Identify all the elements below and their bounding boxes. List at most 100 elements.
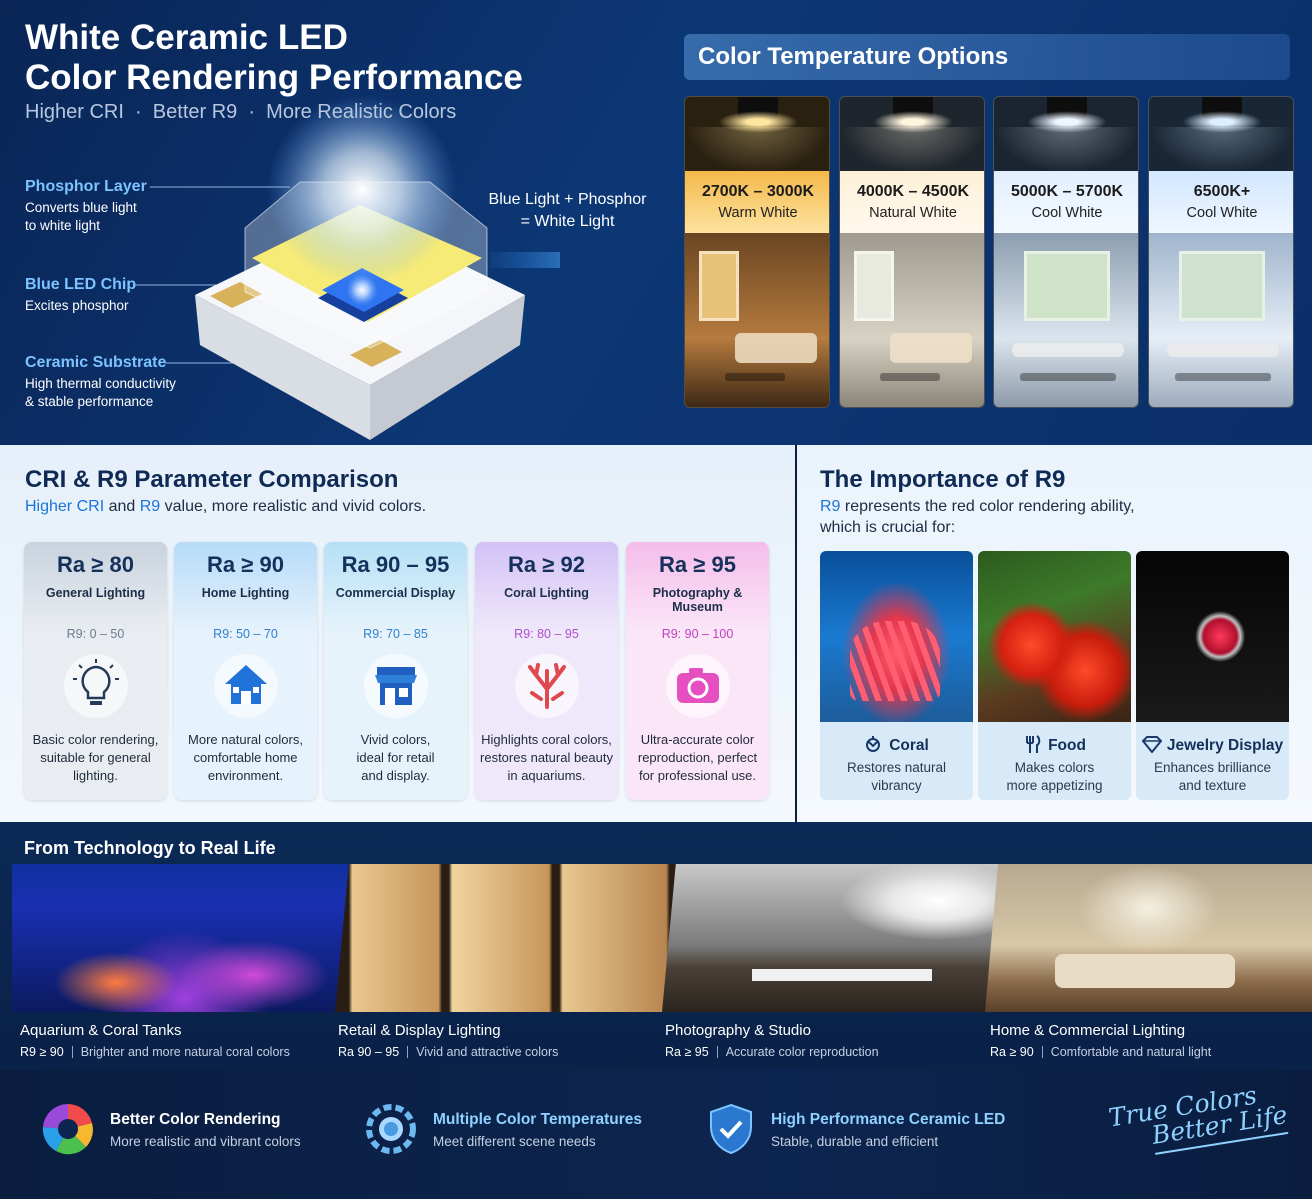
subtitle-part: and	[104, 498, 140, 515]
lamp-light	[1182, 111, 1262, 133]
ra-value: Ra 90 – 95	[341, 552, 450, 577]
icon-shape	[528, 663, 566, 709]
subtitle-part: R9	[820, 498, 841, 515]
furniture	[1167, 343, 1279, 357]
icon-shape	[241, 691, 251, 704]
arrow-text: = White Light	[520, 213, 615, 230]
r9-caption: Food Makes colors more appetizing	[978, 722, 1131, 800]
application-name: Photography & Studio	[665, 1022, 811, 1039]
application-spec: Ra 90 – 95	[338, 1045, 400, 1059]
description: suitable for general	[40, 750, 151, 765]
r9-name-row: Jewelry Display	[1136, 735, 1289, 758]
icon-shape	[42, 1103, 93, 1155]
room-scene	[1149, 233, 1293, 407]
title-line: White Ceramic LED	[25, 18, 348, 57]
feature-title: Multiple Color Temperatures	[433, 1111, 642, 1128]
application-text: Comfortable and natural light	[1050, 1045, 1212, 1059]
window	[699, 251, 739, 321]
r9-text: Makes colors	[1014, 760, 1095, 775]
r9-text: Enhances brilliance	[1153, 760, 1272, 775]
pad	[210, 282, 262, 308]
separator	[1041, 1046, 1043, 1058]
feature-icon	[365, 1103, 417, 1160]
description: restores natural beauty	[480, 750, 613, 765]
application-photo	[335, 864, 680, 1012]
light-beam	[685, 127, 829, 173]
icon-shape	[56, 1129, 86, 1155]
glow	[267, 95, 457, 285]
ra-value: Ra ≥ 80	[57, 552, 134, 577]
feature-icon	[42, 1103, 94, 1160]
icon-shape	[528, 663, 566, 709]
temperature-name: Natural White	[869, 205, 957, 221]
temperature-range: 2700K – 3000K	[701, 183, 815, 200]
application-spec: Ra ≥ 90	[990, 1045, 1034, 1059]
r9-range: R9: 80 – 95	[514, 627, 579, 641]
icon-shape	[377, 667, 415, 675]
icon-shape	[399, 688, 408, 697]
label-text: & stable performance	[25, 394, 154, 409]
light-beam	[1149, 127, 1293, 173]
application-text: Accurate color reproduction	[725, 1045, 879, 1059]
description: Basic color rendering,	[32, 732, 159, 747]
r9-name-row: Coral	[820, 735, 973, 758]
label-title: Phosphor Layer	[25, 178, 147, 195]
temperature-card: 5000K – 5700K Cool White	[993, 96, 1139, 408]
icon-shape	[225, 665, 267, 704]
icon-shape	[687, 677, 709, 699]
application-spec-row: Ra ≥ 90 Comfortable and natural light	[990, 1045, 1211, 1059]
card-icon	[671, 659, 725, 718]
icon-bg	[64, 654, 128, 718]
floor-item	[1175, 373, 1271, 381]
ra-value: Ra ≥ 95	[659, 552, 736, 577]
r9-photo	[820, 551, 973, 722]
icon-shape	[73, 659, 119, 680]
pad	[350, 340, 402, 367]
substrate-left	[195, 295, 370, 440]
r9-name-row: Food	[978, 735, 1131, 758]
ra-value: Ra ≥ 90	[207, 552, 284, 577]
window	[854, 251, 894, 321]
temperature-label: 4000K – 4500K Natural White	[840, 171, 984, 233]
icon-shape	[1141, 736, 1163, 754]
cri-card: Ra ≥ 95 Photography & Museum R9: 90 – 100 U…	[626, 542, 769, 800]
feature-icon	[705, 1103, 757, 1160]
room-scene	[994, 233, 1138, 407]
temperature-range: 6500K+	[1193, 183, 1251, 200]
icon-shape	[375, 667, 417, 705]
table	[752, 969, 932, 981]
r9-name: Food	[1048, 737, 1086, 754]
icon-shape	[366, 1104, 416, 1154]
chip-glow	[346, 274, 378, 306]
application-name: Home & Commercial Lighting	[990, 1022, 1186, 1039]
card-icon	[219, 659, 273, 718]
description: reproduction, perfect	[637, 750, 758, 765]
application-spec-row: Ra ≥ 95 Accurate color reproduction	[665, 1045, 879, 1059]
feature-title: Better Color Rendering	[110, 1111, 281, 1128]
temperature-range: 4000K – 4500K	[856, 183, 970, 200]
r9-icon	[864, 735, 884, 758]
icon-shape	[225, 665, 267, 704]
temperature-card: 4000K – 4500K Natural White	[839, 96, 985, 408]
description: lighting.	[73, 768, 118, 783]
lamp-light	[718, 111, 798, 133]
application-text: Brighter and more natural coral colors	[80, 1045, 290, 1059]
r9-name: Jewelry Display	[1166, 737, 1284, 754]
temperature-card: 2700K – 3000K Warm White	[684, 96, 830, 408]
icon-shape	[677, 673, 719, 703]
r9-text: Restores natural	[846, 760, 947, 775]
r9-range: R9: 0 – 50	[66, 627, 125, 641]
icon-shape	[719, 1120, 743, 1139]
section-subtitle: R9 represents the red color rendering ab…	[820, 498, 1135, 516]
subtitle-part: value, more realistic and vivid colors.	[160, 498, 427, 515]
separator	[716, 1046, 718, 1058]
description: comfortable home	[193, 750, 298, 765]
use-case: Commercial Display	[335, 586, 456, 600]
subtitle: Higher CRI · Better R9 · More Realistic …	[25, 101, 457, 123]
cri-card: Ra ≥ 92 Coral Lighting R9: 80 – 95 Highligh…	[475, 542, 618, 800]
application-photo	[662, 864, 1007, 1012]
r9-text: vibrancy	[871, 778, 922, 793]
arrow-shaft	[490, 252, 560, 268]
r9-name: Coral	[889, 737, 929, 754]
led-illustration	[135, 95, 560, 440]
